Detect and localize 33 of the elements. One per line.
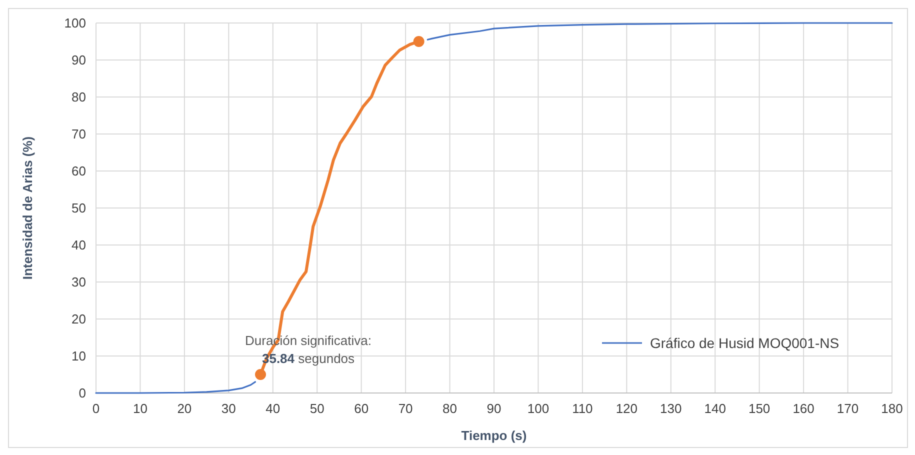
y-tick-label: 40: [72, 238, 86, 252]
legend-label: Gráfico de Husid MOQ001-NS: [650, 335, 840, 351]
y-tick-label: 80: [72, 90, 86, 104]
x-tick-label: 90: [486, 401, 502, 416]
y-axis-title: Intensidad de Arias (%): [20, 136, 35, 280]
x-tick-label: 170: [836, 401, 859, 416]
x-tick-label: 30: [221, 401, 236, 416]
x-tick-label: 130: [660, 401, 682, 416]
x-tick-label: 150: [748, 401, 770, 416]
x-tick-label: 80: [442, 401, 458, 416]
x-tick-label: 100: [527, 401, 550, 416]
y-tick-label: 70: [72, 126, 86, 142]
x-tick-label: 160: [792, 401, 814, 416]
x-tick-label: 140: [704, 401, 726, 416]
x-tick-label: 60: [354, 401, 369, 416]
x-tick-label: 50: [310, 401, 324, 416]
y-tick-label: 60: [72, 164, 86, 178]
y-tick-label: 10: [72, 348, 86, 364]
y-tick-label: 50: [72, 200, 86, 216]
x-tick-label: 10: [132, 401, 148, 416]
y-tick-label: 20: [72, 312, 86, 326]
x-tick-label: 40: [266, 401, 280, 416]
x-tick-label: 110: [572, 401, 593, 416]
y-tick-label: 100: [64, 16, 86, 30]
x-tick-label: 20: [177, 401, 192, 416]
x-tick-label: 120: [616, 401, 638, 416]
y-tick-label: 0: [78, 386, 86, 400]
x-tick-label: 0: [92, 401, 100, 416]
y-tick-label: 90: [72, 52, 86, 68]
x-axis-title: Tiempo (s): [461, 428, 527, 443]
x-tick-label: 180: [881, 401, 903, 416]
y-tick-label: 30: [72, 274, 86, 290]
x-tick-label: 70: [398, 401, 413, 416]
